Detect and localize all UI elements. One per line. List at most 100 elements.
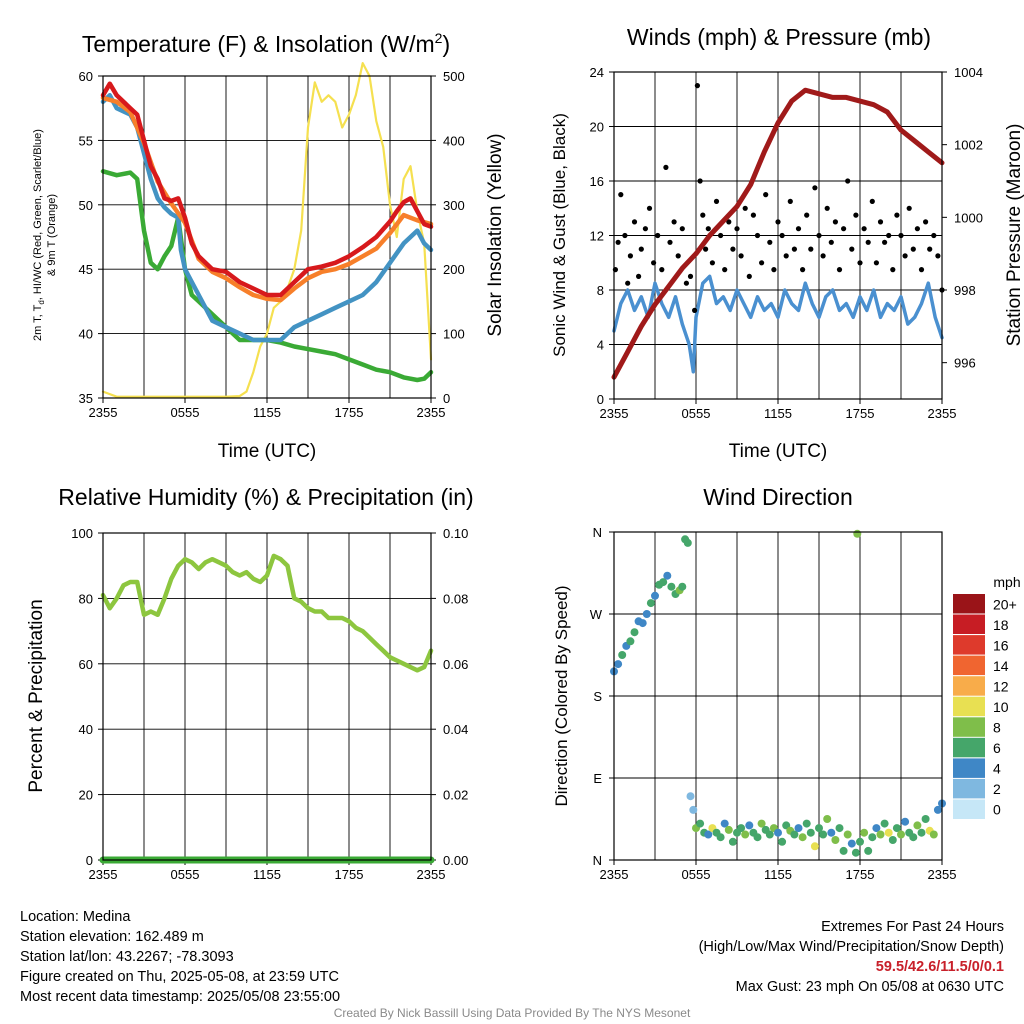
credit-line: Created By Nick Bassill Using Data Provi… (333, 1006, 691, 1020)
direction-point (897, 830, 905, 839)
winds-gust-point (697, 178, 703, 184)
winds-gust-point (622, 232, 628, 239)
winds-y2-tick-label: 1000 (954, 210, 983, 225)
temperature-panel: Temperature (F) & Insolation (W/m2) 2m T… (32, 30, 506, 462)
winds-gust-point (627, 253, 634, 259)
winds-gust-point (927, 246, 933, 252)
winds-gust-point (791, 246, 798, 252)
winds-gust-point (675, 253, 681, 259)
humidity-ylabel-left: Percent & Precipitation (26, 599, 47, 792)
winds-plot-border (613, 71, 943, 400)
humidity-y2-tick-label: 0.08 (443, 591, 468, 606)
winds-y-tick-label: 0 (597, 392, 604, 407)
temperature-ylabel-left: 2m T, Td, HI/WC (Red, Green, Scarlet/Blu… (32, 129, 46, 341)
winds-axes: 2355 0555 1155 1755 235504812162024996998100… (590, 65, 983, 421)
direction-panel: Wind Direction Direction (Colored By Spe… (552, 484, 1021, 807)
winds-gust-point (625, 280, 631, 286)
winds-gust-point (763, 192, 769, 198)
winds-gust-point (734, 226, 740, 232)
temperature-y2-tick-label: 300 (443, 198, 465, 213)
winds-x-tick-label: 1755 (846, 406, 875, 421)
direction-point (790, 830, 799, 839)
temperature-plot-border (102, 75, 432, 399)
temperature-xlabel: Time (UTC) (218, 441, 317, 462)
direction-point (806, 828, 815, 837)
direction-point (659, 578, 668, 587)
direction-point (686, 792, 695, 801)
winds-gust-point (703, 246, 709, 252)
winds-title: Winds (mph) & Pressure (mb) (627, 24, 931, 50)
winds-gust-point (738, 253, 744, 259)
winds-gust-point (642, 226, 649, 232)
extremes-subtitle: (High/Low/Max Wind/Precipitation/Snow De… (698, 939, 1004, 955)
direction-point (888, 836, 897, 844)
colorbar-swatch (953, 676, 985, 696)
winds-gust-point (730, 246, 736, 252)
winds-gust-point (910, 246, 916, 252)
colorbar-label: 2 (993, 781, 1001, 797)
temperature-ylabel-right: Solar Insolation (Yellow) (485, 133, 506, 336)
humidity-axes: 2355 0555 1155 1755 23550204060801000.000.02… (71, 526, 468, 882)
temperature-y-tick-label: 45 (79, 262, 93, 277)
direction-point (880, 819, 889, 828)
direction-x-tick-label: 2355 (600, 867, 629, 882)
winds-gust-point (631, 219, 638, 225)
direction-y-tick-label: N (593, 525, 602, 540)
temperature-y-tick-label: 60 (79, 69, 93, 84)
direction-point (646, 599, 655, 608)
station-info: Location: Medina Station elevation: 162.… (20, 907, 340, 1007)
temperature-ylabel-left-line2: & 9m T (Orange) (46, 194, 58, 276)
humidity-y2-tick-label: 0.00 (443, 853, 468, 868)
direction-y-tick-label: N (593, 853, 602, 868)
winds-gust-point (638, 246, 644, 252)
direction-y-tick-label: W (590, 607, 603, 622)
extremes-title: Extremes For Past 24 Hours (821, 919, 1004, 935)
winds-y-tick-label: 16 (590, 174, 604, 189)
winds-gust-point (787, 198, 793, 204)
station-elevation: Station elevation: 162.489 m (20, 929, 204, 945)
temperature-x-tick-label: 1155 (253, 405, 281, 420)
direction-point (663, 571, 672, 580)
colorbar-label: 18 (993, 617, 1009, 633)
direction-point (929, 830, 938, 839)
winds-gust-point (779, 232, 785, 239)
direction-point (843, 830, 852, 839)
direction-point (753, 833, 762, 842)
direction-point (794, 824, 803, 833)
winds-gust-point (795, 226, 802, 232)
winds-gust-point (651, 260, 657, 266)
colorbar-title: mph (993, 574, 1020, 590)
colorbar-label: 12 (993, 679, 1009, 695)
humidity-x-tick-label: 2355 (89, 867, 118, 882)
direction-point (831, 836, 840, 844)
winds-y-tick-label: 20 (590, 120, 604, 135)
temperature-line-windchill (100, 93, 434, 343)
temperature-line-solar (101, 62, 433, 398)
direction-plot-border (613, 531, 943, 861)
direction-point (683, 538, 692, 547)
direction-point (630, 628, 639, 637)
colorbar-swatch (953, 594, 985, 614)
direction-x-tick-label: 2355 (928, 867, 957, 882)
winds-gust-point (746, 273, 752, 279)
direction-point (856, 837, 864, 846)
direction-point (839, 846, 848, 855)
colorbar-label: 16 (993, 637, 1009, 653)
winds-gust-point (683, 280, 690, 286)
winds-gust-point (816, 232, 822, 239)
direction-point (728, 837, 737, 846)
colorbar-label: 14 (993, 658, 1009, 674)
winds-gust-point (861, 226, 867, 232)
direction-x-tick-label: 1155 (764, 867, 792, 882)
direction-point (835, 824, 844, 833)
colorbar-label: 10 (993, 699, 1009, 715)
direction-point (892, 824, 901, 833)
direction-title: Wind Direction (703, 484, 853, 510)
winds-gust-point (824, 205, 830, 211)
winds-gust-point (615, 239, 621, 245)
humidity-title: Relative Humidity (%) & Precipitation (i… (58, 484, 473, 510)
direction-point (819, 830, 828, 839)
humidity-x-tick-label: 1155 (253, 867, 281, 882)
direction-x-tick-label: 1755 (846, 867, 875, 882)
colorbar-swatch (953, 758, 985, 778)
